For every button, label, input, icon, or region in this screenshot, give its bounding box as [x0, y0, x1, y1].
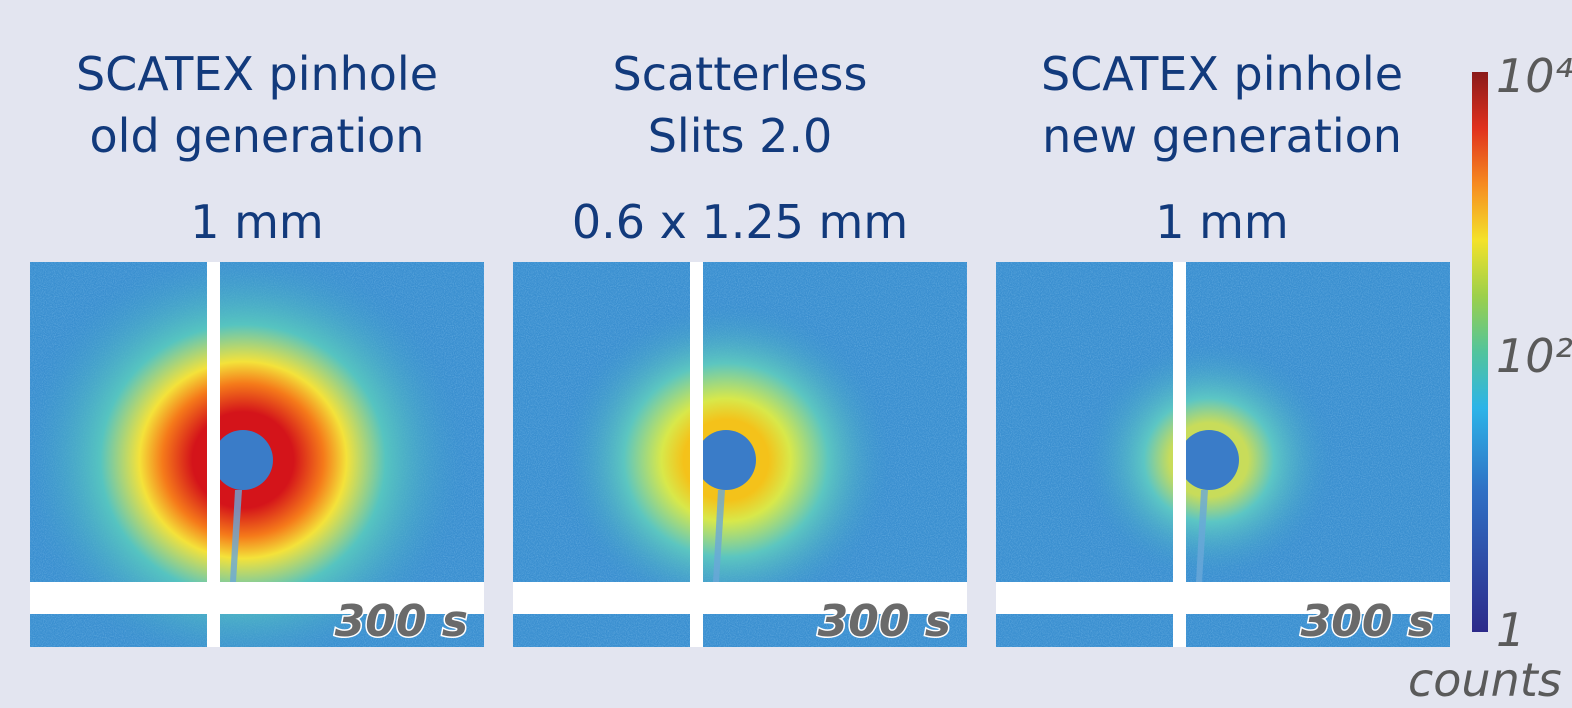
colorbar-tick-label: 10² — [1496, 329, 1572, 383]
page: {"panels": [ {"title_lines": ["SCATEX pi… — [0, 0, 1572, 704]
panel-title: Scatterless — [613, 47, 868, 101]
panel-title: SCATEX pinhole — [1041, 47, 1403, 101]
colorbar-gradient — [1472, 72, 1488, 632]
panel-title: old generation — [90, 109, 425, 163]
panel: SCATEX pinhole old generation 1 mm 300 s — [13, 47, 484, 679]
detector-image — [996, 262, 1450, 647]
detector-image — [513, 262, 967, 647]
colorbar-tick-label: 1 — [1496, 603, 1525, 657]
panel: SCATEX pinhole new generation 1 mm 300 s — [996, 47, 1450, 647]
panel-title: Slits 2.0 — [648, 109, 833, 163]
panel-size: 0.6 x 1.25 mm — [572, 195, 908, 249]
colorbar-tick-label: 10⁴ — [1496, 49, 1572, 103]
panel-title: new generation — [1042, 109, 1402, 163]
figure: SCATEX pinholeold generation1 mm300 sSca… — [0, 0, 1572, 704]
exposure-label: 300 s — [818, 596, 951, 647]
panel: Scatterless Slits 2.0 0.6 x 1.25 mm 300 s — [513, 47, 967, 647]
exposure-label: 300 s — [1301, 596, 1434, 647]
panel-size: 1 mm — [190, 195, 324, 249]
panel-title: SCATEX pinhole — [76, 47, 438, 101]
panel-size: 1 mm — [1155, 195, 1289, 249]
exposure-label: 300 s — [335, 596, 468, 647]
colorbar-unit: counts — [1408, 653, 1562, 704]
